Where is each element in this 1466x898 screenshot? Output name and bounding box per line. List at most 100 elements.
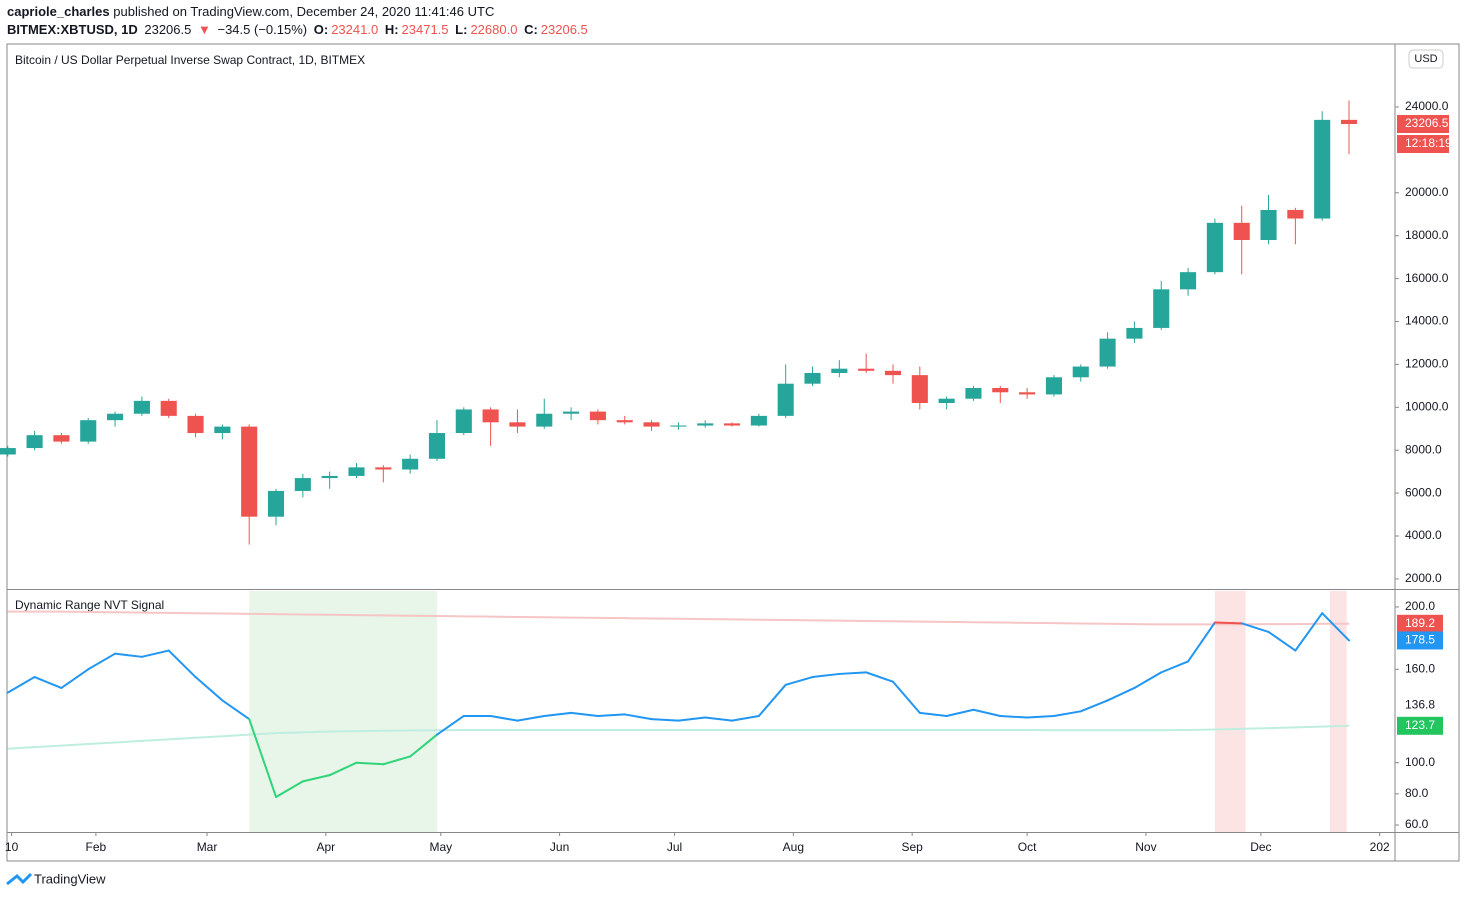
nvt-segment bbox=[677, 716, 707, 722]
candle-body bbox=[1287, 209, 1304, 219]
candle-body bbox=[750, 415, 767, 426]
candle-body bbox=[107, 413, 124, 421]
x-tick-label: Oct bbox=[1018, 840, 1037, 854]
y-tick-label: 6000.0 bbox=[1405, 485, 1442, 499]
nvt-segment bbox=[623, 713, 653, 721]
y-tick-label: 20000.0 bbox=[1405, 185, 1449, 199]
candle-body bbox=[723, 423, 741, 426]
nvt-segment bbox=[1026, 714, 1055, 719]
candle-body bbox=[1233, 222, 1250, 240]
footer-text[interactable]: TradingView bbox=[34, 871, 106, 886]
y-tick-label: 18000.0 bbox=[1405, 228, 1449, 242]
candle-body bbox=[1072, 366, 1089, 378]
nvt-segment bbox=[248, 718, 278, 798]
y-tick-label: 4000.0 bbox=[1405, 528, 1442, 542]
band-line bbox=[7, 724, 1350, 750]
x-tick-label: Jun bbox=[550, 840, 569, 854]
nvt-segment bbox=[1133, 671, 1163, 689]
x-tick-label: Sep bbox=[901, 840, 923, 854]
candle-body bbox=[804, 372, 821, 384]
y-tick-label: 60.0 bbox=[1405, 817, 1429, 831]
highlight-zone bbox=[1329, 591, 1347, 832]
highlight-zone bbox=[249, 591, 437, 832]
nvt-segment bbox=[1187, 621, 1216, 663]
high-label: H: bbox=[384, 22, 399, 37]
y-tick-label: 160.0 bbox=[1405, 661, 1435, 675]
nvt-segment bbox=[1294, 612, 1324, 652]
author[interactable]: capriole_charles bbox=[7, 4, 110, 19]
nvt-segment bbox=[650, 718, 680, 722]
nvt-segment bbox=[811, 672, 841, 679]
last-value-box bbox=[1397, 716, 1443, 735]
candle-body bbox=[965, 387, 982, 399]
candle-body bbox=[1314, 119, 1331, 219]
x-tick-label: 10 bbox=[5, 840, 19, 854]
x-tick-label: May bbox=[429, 840, 452, 854]
x-tick-label: 202 bbox=[1370, 840, 1390, 854]
y-tick-label: 80.0 bbox=[1405, 786, 1429, 800]
currency-label[interactable]: USD bbox=[1414, 53, 1437, 65]
last-value-label: 123.7 bbox=[1405, 718, 1435, 732]
last-value-box bbox=[1397, 631, 1443, 650]
candle-body bbox=[455, 409, 472, 434]
y-tick-label: 24000.0 bbox=[1405, 99, 1449, 113]
x-tick-label: Aug bbox=[783, 840, 804, 854]
y-tick-label: 200.0 bbox=[1405, 599, 1435, 613]
nvt-segment bbox=[328, 761, 358, 777]
last-price-label: 23206.5 bbox=[1405, 116, 1449, 130]
candle-body bbox=[1206, 222, 1223, 273]
low-label: L: bbox=[455, 22, 468, 37]
nvt-segment bbox=[87, 652, 117, 671]
price-title: Bitcoin / US Dollar Perpetual Inverse Sw… bbox=[15, 53, 365, 67]
nvt-segment bbox=[221, 699, 251, 721]
candle-body bbox=[1340, 119, 1358, 125]
candle-body bbox=[670, 425, 687, 427]
symbol: BITMEX:XBTUSD, 1D bbox=[7, 22, 138, 37]
candle-body bbox=[536, 413, 553, 427]
candle-body bbox=[1126, 327, 1143, 339]
candle-body bbox=[1099, 338, 1116, 367]
nvt-segment bbox=[140, 649, 170, 658]
footer-logo[interactable]: TradingView bbox=[6, 871, 106, 886]
candle-body bbox=[911, 375, 928, 404]
nvt-segment bbox=[945, 708, 975, 717]
candle-body bbox=[214, 426, 231, 434]
nvt-segment bbox=[543, 711, 573, 717]
last-value-label: 189.2 bbox=[1405, 616, 1435, 630]
candle-body bbox=[589, 411, 606, 421]
nvt-segment bbox=[972, 708, 1002, 717]
nvt-segment bbox=[516, 714, 546, 722]
candle-body bbox=[402, 458, 419, 470]
candle-body bbox=[1180, 272, 1197, 290]
candle-body bbox=[992, 387, 1009, 393]
nvt-segment bbox=[167, 649, 197, 679]
candle-body bbox=[133, 400, 150, 414]
y-tick-label: 2000.0 bbox=[1405, 571, 1442, 585]
published: published on TradingView.com, December 2… bbox=[113, 4, 495, 19]
candle-body bbox=[643, 422, 660, 427]
nvt-segment bbox=[1267, 630, 1297, 652]
symbol-line: BITMEX:XBTUSD, 1D 23206.5 ▼ −34.5 (−0.15… bbox=[7, 22, 591, 37]
candle-body bbox=[26, 435, 43, 449]
nvt-segment bbox=[1052, 710, 1082, 717]
nvt-segment bbox=[757, 683, 787, 717]
last-value-label: 178.5 bbox=[1405, 633, 1435, 647]
low: 22680.0 bbox=[470, 22, 518, 37]
nvt-segment bbox=[355, 761, 385, 766]
x-tick-label: Jul bbox=[667, 840, 682, 854]
y-tick-label: 16000.0 bbox=[1405, 271, 1449, 285]
countdown-label: 12:18:19 bbox=[1405, 136, 1452, 150]
x-tick-label: Feb bbox=[86, 840, 107, 854]
nvt-segment bbox=[731, 714, 760, 722]
candle-body bbox=[697, 423, 714, 426]
candle-body bbox=[375, 467, 392, 470]
nvt-segment bbox=[1160, 660, 1190, 674]
currency-button[interactable] bbox=[1408, 49, 1444, 69]
nvt-segment bbox=[6, 676, 36, 694]
open: 23241.0 bbox=[331, 22, 379, 37]
candle-body bbox=[884, 370, 902, 376]
y-tick-label: 12000.0 bbox=[1405, 357, 1449, 371]
candle-body bbox=[858, 368, 875, 371]
